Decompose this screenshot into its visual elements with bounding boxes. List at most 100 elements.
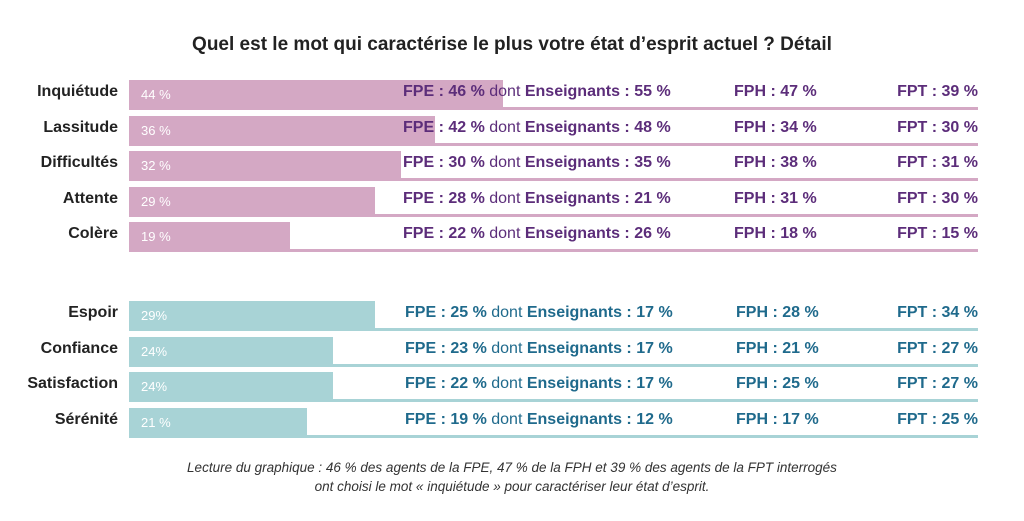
enseignants-value: Enseignants : 17 %	[526, 375, 673, 392]
category-label: Espoir	[68, 304, 118, 321]
bar-value-label: 32 %	[141, 158, 171, 173]
enseignants-value: Enseignants : 55 %	[524, 83, 671, 100]
fpe-detail: FPE : 46 % dont Enseignants : 55 %	[403, 83, 671, 101]
dont-text: dont	[484, 225, 525, 242]
bar-track: 24%	[129, 372, 978, 402]
bar-row: Inquiétude 44 % FPE : 46 % dont Enseignant…	[0, 80, 1024, 114]
bar-track: 29 %	[129, 186, 978, 217]
dont-text: dont	[486, 304, 527, 321]
dont-text: dont	[486, 410, 527, 428]
bar-row: Sérénité 21 % FPE : 19 % dont Enseignants …	[0, 407, 1024, 442]
enseignants-value: Enseignants : 48 %	[524, 118, 671, 136]
fpe-value: FPE : 22 %	[403, 225, 485, 242]
bar-row: Colère 19 % FPE : 22 % dont Enseignants : …	[0, 222, 1024, 256]
bar-value-label: 44 %	[141, 87, 171, 102]
bar: 32 %	[129, 151, 401, 181]
category-label: Colère	[68, 225, 118, 242]
bar-track: 29%	[129, 301, 978, 331]
category-label: Inquiétude	[37, 83, 118, 100]
bar: 24%	[129, 336, 333, 367]
bar-value-label: 19 %	[141, 229, 171, 244]
reading-note-line-1: Lecture du graphique : 46 % des agents d…	[187, 460, 837, 475]
dont-text: dont	[484, 118, 525, 136]
fph-value: FPH : 21 %	[736, 339, 819, 357]
bar-row: Espoir 29% FPE : 25 % dont Enseignants : 1…	[0, 301, 1024, 335]
fpe-value: FPE : 30 %	[403, 154, 485, 171]
fpt-value: FPT : 27 %	[897, 375, 978, 392]
fpe-detail: FPE : 19 % dont Enseignants : 12 %	[405, 411, 673, 429]
bar-row: Attente 29 % FPE : 28 % dont Enseignants :…	[0, 186, 1024, 221]
reading-note: Lecture du graphique : 46 % des agents d…	[0, 458, 1024, 496]
fph-value: FPH : 34 %	[734, 118, 817, 136]
bar-track: 36 %	[129, 115, 978, 146]
fph-value: FPH : 25 %	[736, 375, 819, 392]
dont-text: dont	[484, 189, 525, 207]
fpe-detail: FPE : 25 % dont Enseignants : 17 %	[405, 304, 673, 322]
fph-value: FPH : 28 %	[736, 304, 819, 321]
category-label: Confiance	[40, 339, 118, 357]
fpe-value: FPE : 46 %	[403, 83, 485, 100]
bar-track: 21 %	[129, 407, 978, 438]
fpt-value: FPT : 27 %	[897, 339, 978, 357]
category-label: Sérénité	[54, 410, 118, 428]
dont-text: dont	[484, 154, 525, 171]
fpe-value: FPE : 42 %	[403, 118, 485, 136]
bar-row: Satisfaction 24% FPE : 22 % dont Enseignan…	[0, 372, 1024, 406]
category-label: Difficultés	[40, 154, 118, 171]
bar: 29 %	[129, 186, 376, 217]
bar-value-label: 21 %	[141, 414, 171, 430]
fpe-value: FPE : 19 %	[405, 410, 487, 428]
fpt-value: FPT : 25 %	[897, 410, 978, 428]
bar: 21 %	[129, 407, 308, 438]
bar: 36 %	[129, 115, 435, 146]
enseignants-value: Enseignants : 21 %	[524, 189, 671, 207]
dont-text: dont	[486, 339, 527, 357]
category-label: Satisfaction	[27, 375, 118, 392]
bar-value-label: 36 %	[141, 122, 171, 138]
fph-value: FPH : 17 %	[736, 410, 819, 428]
category-label: Attente	[62, 189, 118, 207]
fpt-value: FPT : 39 %	[897, 83, 978, 100]
fpt-value: FPT : 31 %	[897, 154, 978, 171]
bar-value-label: 24%	[141, 343, 168, 359]
bar: 29%	[129, 301, 376, 331]
bar: 19 %	[129, 222, 291, 252]
bar-row: Lassitude 36 % FPE : 42 % dont Enseignants…	[0, 115, 1024, 150]
dont-text: dont	[484, 83, 525, 100]
fpe-value: FPE : 28 %	[403, 189, 485, 207]
fpe-detail: FPE : 22 % dont Enseignants : 17 %	[405, 375, 673, 393]
enseignants-value: Enseignants : 17 %	[526, 339, 673, 357]
bar-track: 32 %	[129, 151, 978, 181]
fpt-value: FPT : 34 %	[897, 304, 978, 321]
enseignants-value: Enseignants : 26 %	[524, 225, 671, 242]
fpe-value: FPE : 23 %	[405, 339, 487, 357]
bar-row: Confiance 24% FPE : 23 % dont Enseignants …	[0, 336, 1024, 371]
bar-value-label: 29%	[141, 308, 168, 323]
bar-track: 44 %	[129, 80, 978, 110]
enseignants-value: Enseignants : 12 %	[526, 410, 673, 428]
fph-value: FPH : 47 %	[734, 83, 817, 100]
fph-value: FPH : 38 %	[734, 154, 817, 171]
fpt-value: FPT : 15 %	[897, 225, 978, 242]
bar: 44 %	[129, 80, 503, 110]
dont-text: dont	[486, 375, 527, 392]
fpt-value: FPT : 30 %	[897, 189, 978, 207]
fpe-detail: FPE : 42 % dont Enseignants : 48 %	[403, 119, 671, 137]
bar-track: 24%	[129, 336, 978, 367]
bar-row: Difficultés 32 % FPE : 30 % dont Enseignan…	[0, 151, 1024, 185]
fpe-detail: FPE : 30 % dont Enseignants : 35 %	[403, 154, 671, 172]
fpe-value: FPE : 25 %	[405, 304, 487, 321]
fpe-detail: FPE : 23 % dont Enseignants : 17 %	[405, 340, 673, 358]
bar-value-label: 29 %	[141, 193, 171, 209]
fpe-detail: FPE : 22 % dont Enseignants : 26 %	[403, 225, 671, 243]
fph-value: FPH : 31 %	[734, 189, 817, 207]
category-label: Lassitude	[43, 118, 118, 136]
reading-note-line-2: ont choisi le mot « inquiétude » pour ca…	[314, 479, 710, 494]
enseignants-value: Enseignants : 35 %	[524, 154, 671, 171]
bar-track: 19 %	[129, 222, 978, 252]
fpe-detail: FPE : 28 % dont Enseignants : 21 %	[403, 190, 671, 208]
fpe-value: FPE : 22 %	[405, 375, 487, 392]
bar: 24%	[129, 372, 333, 402]
fpt-value: FPT : 30 %	[897, 118, 978, 136]
bar-value-label: 24%	[141, 379, 168, 394]
